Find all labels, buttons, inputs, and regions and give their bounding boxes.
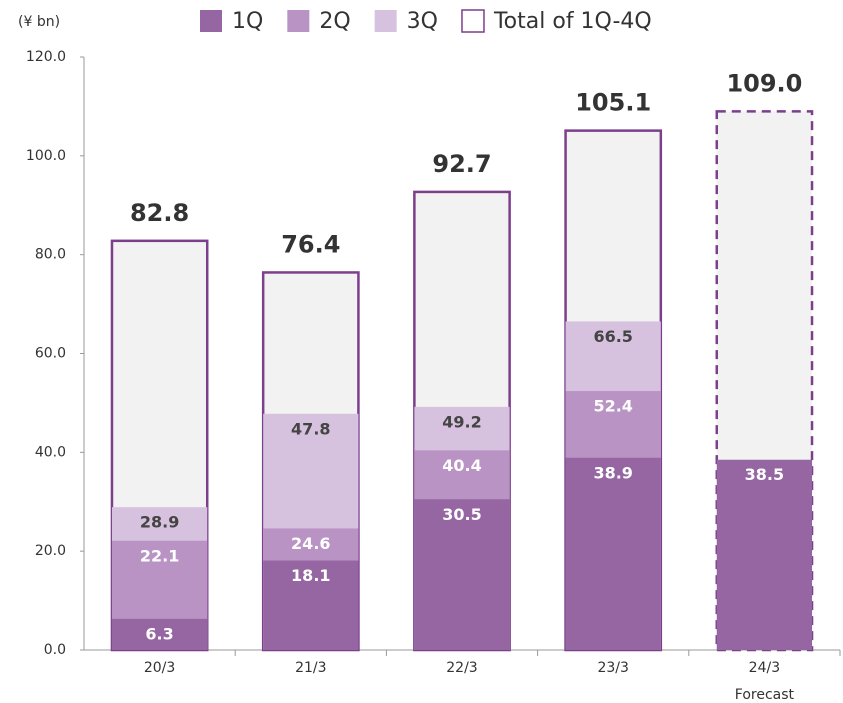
bar [263,560,359,650]
y-tick-label: 120.0 [26,49,66,65]
data-label: 6.3 [145,624,173,643]
legend-swatch [287,10,310,32]
total-label: 82.8 [130,199,189,227]
x-tick-label: 22/3 [446,660,477,676]
bar [111,618,208,650]
legend-swatch [461,9,485,33]
annotation: Forecast [735,687,795,703]
x-tick-label: 23/3 [597,660,628,676]
data-label: 38.9 [593,463,632,482]
total-label: 76.4 [281,230,340,258]
bar [716,459,813,650]
y-axis-label: (¥ bn) [18,14,60,30]
data-label: 18.1 [291,566,330,585]
data-label: 66.5 [593,327,632,346]
total-label: 92.7 [432,150,491,178]
bar [565,457,661,650]
data-label: 28.9 [140,513,179,532]
data-label: 40.4 [442,456,481,475]
y-tick-label: 60.0 [35,346,66,362]
total-label: 105.1 [575,89,651,117]
data-label: 24.6 [291,534,330,553]
y-tick-label: 0.0 [44,642,66,658]
data-label: 38.5 [745,465,784,484]
x-tick-label: 20/3 [144,660,175,676]
total-label: 109.0 [726,69,802,97]
data-label: 47.8 [291,419,330,438]
data-label: 30.5 [442,505,481,524]
data-label: 49.2 [442,412,481,431]
bar [414,499,510,650]
legend-label: 2Q [319,9,350,34]
y-tick-label: 80.0 [35,247,66,263]
legend-label: 3Q [407,9,438,34]
data-label: 22.1 [140,546,179,565]
legend-label: 1Q [232,9,263,34]
legend-swatch [200,10,222,32]
y-tick-label: 100.0 [26,148,66,164]
y-tick-label: 20.0 [35,543,66,559]
x-tick-label: 21/3 [295,660,326,676]
legend-label: Total of 1Q-4Q [493,9,652,34]
y-tick-label: 40.0 [35,444,66,460]
legend-swatch [374,10,397,32]
data-label: 52.4 [593,397,632,416]
x-tick-label: 24/3 [749,660,780,676]
